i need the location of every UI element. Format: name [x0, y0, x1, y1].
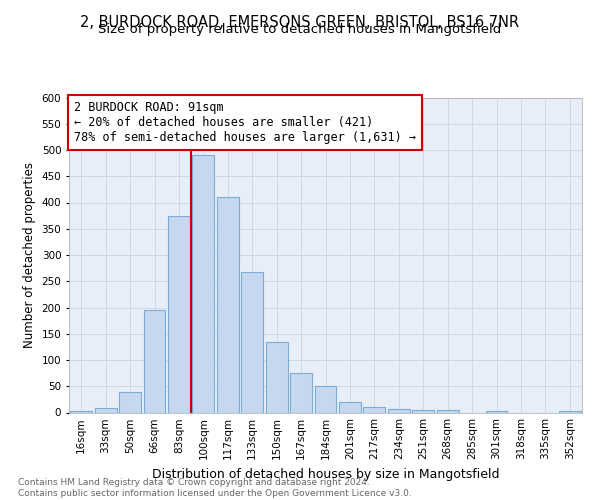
- Bar: [290, 373, 312, 412]
- Bar: [412, 410, 434, 412]
- Text: 2 BURDOCK ROAD: 91sqm
← 20% of detached houses are smaller (421)
78% of semi-det: 2 BURDOCK ROAD: 91sqm ← 20% of detached …: [74, 100, 416, 144]
- Bar: [168, 216, 190, 412]
- Bar: [217, 197, 239, 412]
- Text: Contains HM Land Registry data © Crown copyright and database right 2024.
Contai: Contains HM Land Registry data © Crown c…: [18, 478, 412, 498]
- Bar: [193, 156, 214, 412]
- Bar: [388, 410, 410, 412]
- Bar: [339, 402, 361, 412]
- Bar: [266, 342, 287, 412]
- Bar: [485, 411, 508, 412]
- Text: 2, BURDOCK ROAD, EMERSONS GREEN, BRISTOL, BS16 7NR: 2, BURDOCK ROAD, EMERSONS GREEN, BRISTOL…: [80, 15, 520, 30]
- Bar: [437, 410, 458, 412]
- Bar: [364, 406, 385, 412]
- Bar: [143, 310, 166, 412]
- X-axis label: Distribution of detached houses by size in Mangotsfield: Distribution of detached houses by size …: [152, 468, 499, 481]
- Bar: [241, 272, 263, 412]
- Bar: [70, 411, 92, 412]
- Bar: [314, 386, 337, 412]
- Text: Size of property relative to detached houses in Mangotsfield: Size of property relative to detached ho…: [98, 22, 502, 36]
- Y-axis label: Number of detached properties: Number of detached properties: [23, 162, 36, 348]
- Bar: [95, 408, 116, 412]
- Bar: [119, 392, 141, 412]
